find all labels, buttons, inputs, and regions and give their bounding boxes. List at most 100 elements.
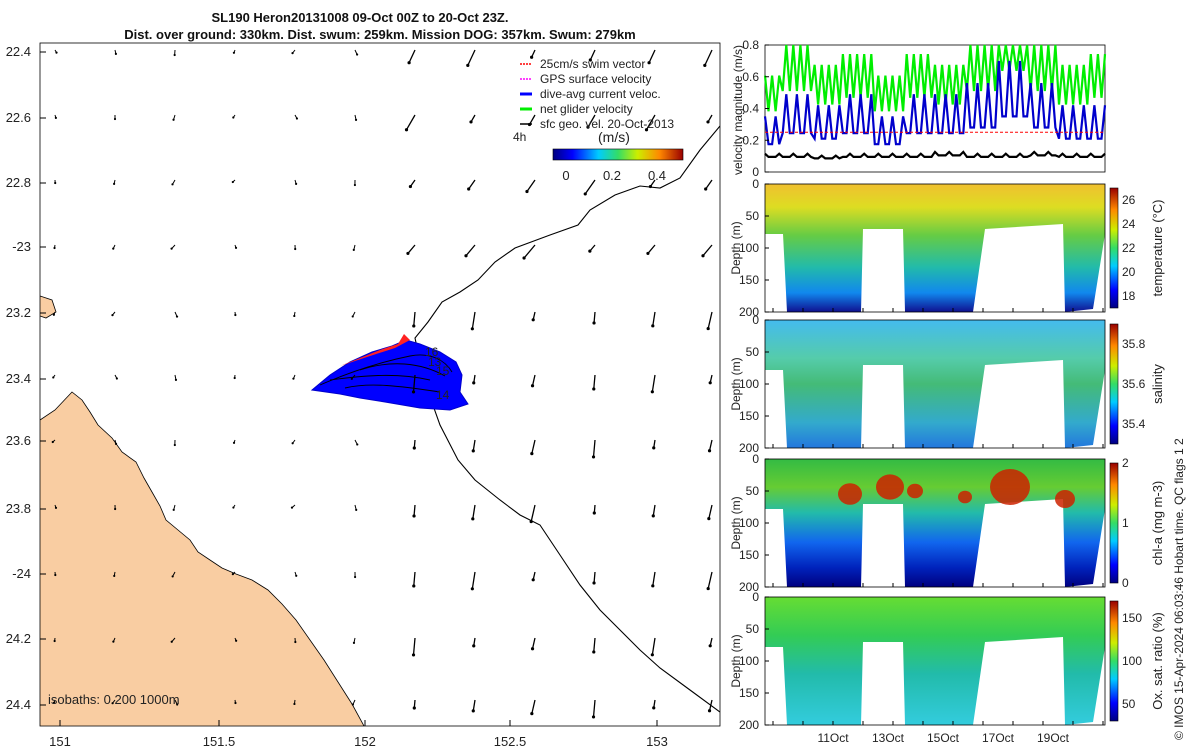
current-arrow (405, 114, 416, 131)
current-arrow-head (232, 116, 235, 119)
current-arrow-head (353, 575, 357, 579)
current-arrow (651, 374, 656, 392)
current-arrow-head (111, 314, 114, 317)
current-arrow-head (112, 247, 115, 250)
current-arrow-head (293, 702, 296, 706)
depth-axis-label: Depth (m) (729, 357, 743, 410)
current-arrow (528, 114, 536, 125)
current-arrow-head (471, 517, 475, 521)
current-arrow-head (706, 120, 710, 124)
current-arrow (593, 571, 596, 584)
current-arrow (413, 571, 416, 587)
current-arrow-head (592, 387, 596, 391)
colorbar-tick-label: 26 (1122, 193, 1136, 207)
current-arrow (592, 699, 596, 717)
velocity-tick-label: 0.8 (742, 38, 759, 52)
lat-tick-label: 24.2 (6, 631, 31, 646)
current-arrow-head (172, 508, 175, 511)
lat-tick-label: -23 (12, 239, 31, 254)
current-arrow-head (470, 327, 474, 331)
current-arrow-head (115, 377, 118, 380)
current-arrow-head (529, 519, 533, 524)
current-arrow-head (701, 254, 705, 258)
current-arrow-head (646, 251, 650, 256)
chl-patch (990, 469, 1030, 505)
current-arrow-head (52, 701, 56, 704)
colorbar-label: salinity (1150, 364, 1165, 404)
current-arrow-head (350, 377, 353, 380)
current-arrow-head (530, 384, 535, 388)
colorbar-tick-label: 35.8 (1122, 337, 1146, 351)
lat-tick-label: 23.8 (6, 501, 31, 516)
current-arrow-head (467, 187, 471, 191)
depth-axis-label: Depth (m) (729, 221, 743, 274)
current-arrow (531, 699, 536, 714)
current-arrow-head (411, 390, 416, 394)
current-arrow-head (704, 187, 708, 191)
current-arrow (587, 114, 596, 128)
current-arrow (472, 439, 476, 451)
current-arrow-head (232, 51, 236, 54)
date-tick-label: 11Oct (817, 731, 849, 745)
section-temperature: 0 50 100 150 200 Depth (m) 26 24 22 20 18 temperatu… (729, 177, 1165, 319)
current-arrow-head (234, 701, 237, 705)
section-colorbar (1109, 462, 1119, 584)
current-arrow (652, 504, 656, 516)
current-arrow (467, 49, 476, 66)
current-arrow-head (650, 390, 654, 394)
current-arrow-head (232, 506, 235, 509)
colorbar-tick-2: 0.4 (648, 168, 666, 183)
current-arrow-head (531, 578, 535, 582)
current-arrow-head (171, 183, 174, 186)
current-arrow-head (352, 641, 356, 644)
depth-tick-label: 150 (739, 273, 759, 287)
current-arrow-head (472, 381, 476, 385)
depth-tick-label: 50 (746, 209, 760, 223)
legend-sfc-geo: sfc geo. vel. 20-Oct-2013 (540, 117, 674, 131)
colorbar-tick-label: 1 (1122, 516, 1129, 530)
current-arrow-head (295, 574, 298, 577)
current-arrow-head (471, 449, 475, 453)
current-arrow-head (294, 247, 297, 251)
current-arrow (468, 179, 476, 190)
current-arrow-head (172, 118, 175, 121)
current-arrow-head (233, 376, 236, 380)
velocity-tick-label: 0.6 (742, 70, 759, 84)
day-label-13: 13 (428, 355, 442, 369)
current-arrow-head (356, 53, 359, 56)
current-arrow-head (232, 441, 236, 444)
section-chl-a: 0 50 100 150 200 Depth (m) 2 1 0 chl-a (mg m-3) (729, 452, 1165, 594)
isobath-line (414, 125, 720, 713)
date-tick-label: 17Oct (982, 731, 1015, 745)
colorbar-tick-label: 100 (1122, 654, 1142, 668)
current-arrow-head (111, 702, 114, 705)
current-arrow-head (706, 586, 710, 591)
current-arrow-head (235, 639, 238, 642)
velocity-y-axis: 0 0.2 0.4 0.6 0.8 (742, 38, 769, 179)
current-arrow (645, 114, 656, 131)
depth-tick-label: 200 (739, 580, 759, 594)
current-arrow (531, 374, 536, 386)
velocity-series-line (763, 60, 1107, 146)
chl-patch (838, 483, 862, 505)
colorbar-tick-label: 22 (1122, 241, 1136, 255)
lon-tick-label: 153 (646, 734, 668, 749)
depth-tick-label: 50 (746, 622, 760, 636)
current-arrow-head (466, 63, 470, 68)
current-arrow (412, 637, 416, 655)
latitude-axis: 22.4 22.6 22.8 -23 23.2 23.4 23.6 23.8 -24 24.2 24… (6, 44, 46, 712)
colorbar-label: chl-a (mg m-3) (1150, 481, 1165, 566)
current-arrow (593, 637, 596, 653)
depth-tick-label: 100 (739, 241, 759, 255)
velocity-tick-label: 0.2 (742, 133, 759, 147)
current-arrow-head (706, 326, 710, 331)
depth-tick-label: 100 (739, 377, 759, 391)
current-arrow (412, 374, 416, 392)
current-arrow (592, 439, 596, 457)
current-arrow-head (51, 440, 54, 444)
current-arrow (589, 49, 596, 61)
current-arrow (523, 244, 536, 259)
current-arrow-head (412, 514, 416, 518)
